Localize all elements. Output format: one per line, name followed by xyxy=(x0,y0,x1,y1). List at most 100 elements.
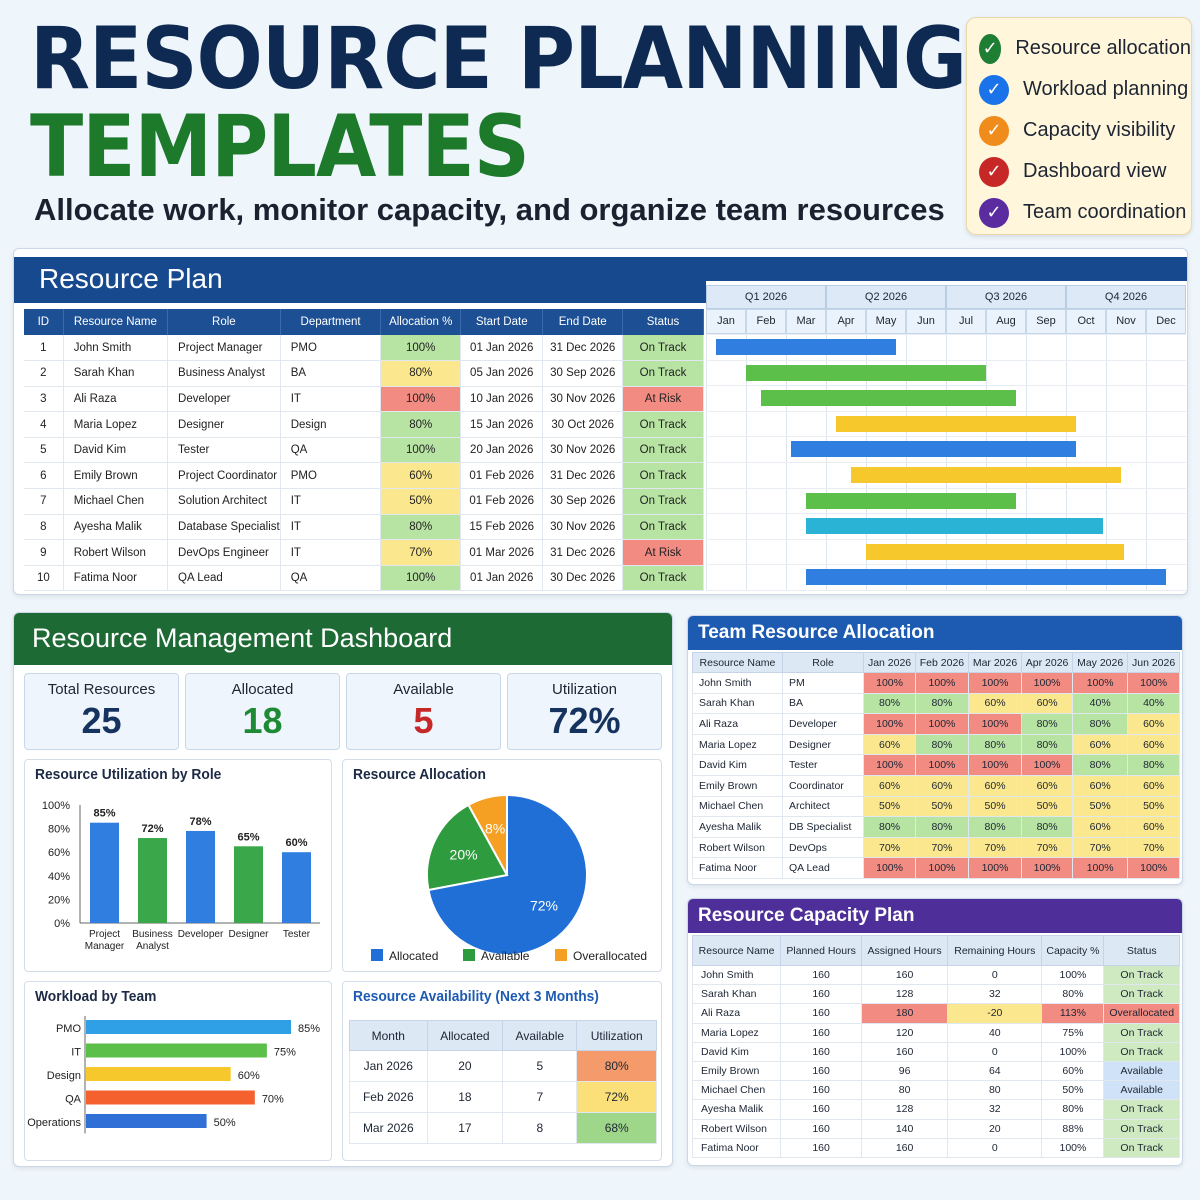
allocation-card: Resource Allocation 72% 20% 8% Allocated Ava… xyxy=(342,759,662,972)
cell-status: On Track xyxy=(622,565,704,592)
kpi-label: Allocated xyxy=(231,681,294,698)
cell-month: Feb 2026 xyxy=(349,1081,428,1113)
y-tick-label: 0% xyxy=(54,918,70,930)
cell-allocation: 60% xyxy=(1072,733,1129,756)
kpi-value: 5 xyxy=(413,700,434,741)
subtitle: Allocate work, monitor capacity, and org… xyxy=(34,192,945,227)
cell-allocation: 100% xyxy=(914,672,970,694)
cell-allocation: 100% xyxy=(1072,857,1129,879)
cell-alloc: 70% xyxy=(380,539,461,566)
header-row: Resource Name Role Jan 2026 Feb 2026 Mar 202… xyxy=(692,652,1180,673)
table-row: David Kim 160 160 0 100% On Track xyxy=(691,1041,1180,1062)
cell-end: 31 Dec 2026 xyxy=(542,539,624,566)
bar-value-label: 50% xyxy=(214,1117,236,1129)
resource-plan-header-row: ID Resource Name Role Department Allocation … xyxy=(24,309,704,335)
cell-id: 5 xyxy=(24,437,64,464)
cell-start: 01 Jan 2026 xyxy=(460,335,544,362)
column-header: Jan 2026 xyxy=(863,652,916,673)
gantt-bar xyxy=(836,415,1076,432)
gantt-month: Jan xyxy=(706,309,746,334)
cell-name: David Kim xyxy=(63,437,169,464)
cell-alloc: 100% xyxy=(380,386,461,413)
header-row: Month Allocated Available Utilization xyxy=(349,1020,657,1051)
cell-allocated: 18 xyxy=(426,1081,504,1113)
cell-name: Ali Raza xyxy=(692,713,783,735)
table-row: Emily Brown 160 96 64 60% Available xyxy=(691,1060,1180,1082)
cell-allocation: 100% xyxy=(1021,857,1074,879)
kpi-card: Total Resources 25 xyxy=(24,673,179,750)
cell-allocation: 50% xyxy=(1021,795,1074,818)
table-row: 4 Maria Lopez Designer Design 80% 15 Jan 2026… xyxy=(24,411,704,438)
allocation-pie-chart: 72% 20% 8% Allocated Available Overallocated xyxy=(371,793,647,963)
cell-allocation: 100% xyxy=(914,713,970,735)
bar xyxy=(234,846,263,923)
cell-id: 6 xyxy=(24,462,64,490)
gantt-rowline xyxy=(706,385,1186,387)
cell-dept: QA xyxy=(280,565,382,592)
gantt-month: Feb xyxy=(746,309,786,334)
gantt-month: Sep xyxy=(1026,309,1066,334)
cell-alloc: 100% xyxy=(380,335,461,362)
cell-planned: 160 xyxy=(780,1099,863,1120)
cell-cap: 50% xyxy=(1041,1080,1105,1101)
gantt-quarter: Q2 2026 xyxy=(826,285,946,309)
bar xyxy=(86,1020,291,1034)
gantt-chart: Q1 2026 Q2 2026 Q3 2026 Q4 2026 Jan Feb Mar Apr… xyxy=(706,285,1186,591)
column-header: Feb 2026 xyxy=(914,652,970,673)
bar-value-label: 85% xyxy=(298,1023,320,1035)
cell-planned: 160 xyxy=(780,964,863,986)
cell-dept: QA xyxy=(280,437,382,464)
cell-role: Project Manager xyxy=(167,335,281,362)
cell-status: On Track xyxy=(622,488,704,515)
cell-id: 9 xyxy=(24,539,64,566)
cell-name: Maria Lopez xyxy=(63,411,169,438)
cell-assigned: 140 xyxy=(861,1118,949,1139)
cell-util: 68% xyxy=(576,1112,657,1144)
gantt-rowline xyxy=(706,487,1186,489)
gantt-quarter: Q4 2026 xyxy=(1066,285,1186,309)
cell-role: Designer xyxy=(167,411,281,438)
cell-id: 7 xyxy=(24,488,64,515)
gantt-bar xyxy=(866,543,1124,560)
cell-remaining: 40 xyxy=(947,1022,1043,1043)
column-header: Status xyxy=(1103,935,1180,966)
resource-plan-panel: Resource Plan ID Resource Name Role Departm… xyxy=(13,248,1188,595)
cell-planned: 160 xyxy=(780,1118,863,1139)
gantt-rowline xyxy=(706,590,1186,591)
column-header: End Date xyxy=(542,309,624,335)
table-row: 8 Ayesha Malik Database Specialist IT 80% 15 … xyxy=(24,514,704,541)
workload-chart: PMO 85% IT 75% Design 60% QA 70% Operations 50% xyxy=(27,1016,320,1134)
cell-allocation: 60% xyxy=(1021,692,1074,715)
column-header: ID xyxy=(24,309,64,335)
x-tick-label: Designer xyxy=(228,929,269,940)
feature-item: ✓ Team coordination xyxy=(979,192,1191,233)
cell-name: Emily Brown xyxy=(63,462,169,490)
bar xyxy=(282,852,311,923)
cell-start: 01 Feb 2026 xyxy=(460,462,544,490)
capacity-panel: Resource Capacity Plan Resource Name Plan… xyxy=(687,898,1183,1166)
main-title-line1: RESOURCE PLANNING xyxy=(30,10,967,109)
cell-end: 31 Dec 2026 xyxy=(542,335,624,362)
cell-allocation: 70% xyxy=(1072,836,1129,859)
cell-allocation: 100% xyxy=(1021,754,1074,776)
resource-plan-title-bar xyxy=(706,257,1187,281)
cell-status: On Track xyxy=(1103,1118,1180,1139)
cell-start: 20 Jan 2026 xyxy=(460,437,544,464)
category-label: Design xyxy=(47,1070,81,1082)
gantt-rowline xyxy=(706,462,1186,463)
checkmark-icon: ✓ xyxy=(979,33,1002,64)
x-tick-label: Business xyxy=(132,929,173,940)
bar-value-label: 60% xyxy=(285,837,307,849)
table-row: Michael Chen Architect 50% 50% 50% 50% 50% 50% xyxy=(692,795,1180,818)
gantt-month: Dec xyxy=(1146,309,1186,334)
cell-alloc: 60% xyxy=(380,462,461,490)
cell-allocation: 70% xyxy=(914,836,970,859)
feature-item: ✓ Capacity visibility xyxy=(979,110,1191,151)
checkmark-icon: ✓ xyxy=(979,197,1009,228)
table-row: Ali Raza Developer 100% 100% 100% 80% 80% 60% xyxy=(692,713,1180,735)
table-row: 10 Fatima Noor QA Lead QA 100% 01 Jan 2026 30 … xyxy=(24,565,704,592)
cell-cap: 100% xyxy=(1041,1041,1105,1062)
cell-allocation: 50% xyxy=(914,795,970,818)
cell-assigned: 128 xyxy=(861,1099,949,1120)
